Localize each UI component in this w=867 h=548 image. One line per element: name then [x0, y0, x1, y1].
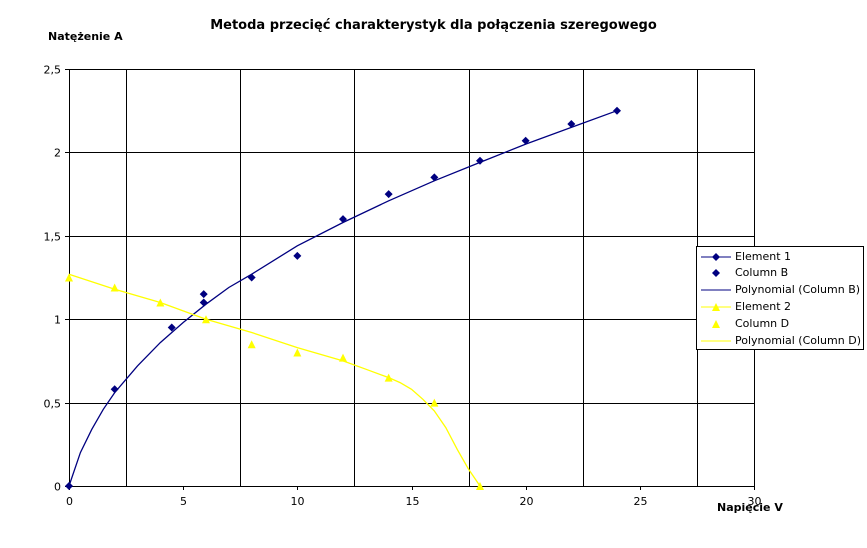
x-axis-label: Napięcie V [717, 501, 783, 514]
legend-item-poly-b: Polynomial (Column B) [697, 283, 863, 297]
chart-title: Metoda przecięć charakterystyk dla połąc… [210, 18, 657, 33]
data-point-triangle [110, 283, 119, 292]
data-point-diamond [384, 190, 393, 199]
legend-swatch [712, 320, 720, 328]
data-point-diamond [199, 290, 208, 299]
legend-item-poly-d: Polynomial (Column D) [697, 334, 863, 348]
data-point-diamond [339, 215, 347, 224]
legend-label: Element 1 [735, 250, 792, 263]
data-point-triangle [476, 482, 484, 490]
data-point-triangle [156, 298, 165, 307]
legend-label: Element 2 [735, 300, 792, 313]
legend-swatch [701, 289, 731, 291]
legend: Element 1 Column B Polynomial (Column B)… [696, 246, 864, 350]
data-point-diamond [521, 136, 530, 145]
x-tick-label: 10 [291, 495, 305, 508]
data-point-triangle [65, 273, 73, 282]
y-axis-label: Natężenie A [48, 30, 123, 43]
y-tick-label: 0,5 [44, 398, 62, 411]
x-tick-label: 25 [634, 495, 648, 508]
data-point-diamond [247, 273, 256, 282]
data-point-diamond [476, 156, 484, 165]
data-point-diamond [167, 323, 176, 332]
data-point-triangle [202, 315, 210, 324]
data-point-diamond [110, 385, 119, 394]
legend-item-column-d: Column D [697, 317, 863, 331]
legend-item-element-1: Element 1 [697, 250, 863, 264]
y-tick-label: 2 [54, 147, 61, 160]
legend-label: Column D [735, 317, 790, 330]
legend-label: Polynomial (Column B) [735, 283, 861, 296]
data-point-diamond [293, 251, 302, 260]
legend-item-element-2: Element 2 [697, 300, 863, 314]
y-tick-label: 2,5 [44, 64, 62, 77]
x-tick-label: 20 [520, 495, 534, 508]
legend-label: Column B [735, 266, 789, 279]
data-point-diamond [567, 120, 576, 129]
axes [65, 69, 755, 490]
data-point-triangle [430, 398, 439, 407]
grid-lines [69, 69, 754, 487]
x-tick-label: 30 [748, 495, 762, 508]
legend-label: Polynomial (Column D) [735, 334, 861, 347]
legend-swatch [712, 269, 720, 277]
series-layer [65, 106, 621, 490]
data-point-triangle [384, 373, 393, 382]
y-tick-label: 1,5 [44, 231, 62, 244]
legend-swatch [701, 340, 731, 342]
data-point-diamond [613, 106, 621, 115]
data-point-diamond [65, 482, 73, 490]
legend-item-column-b: Column B [697, 266, 863, 280]
x-tick-label: 5 [180, 495, 187, 508]
legend-swatch [701, 253, 731, 261]
x-tick-label: 15 [406, 495, 420, 508]
data-point-triangle [339, 353, 347, 362]
y-tick-label: 0 [54, 481, 61, 494]
data-point-diamond [199, 298, 208, 307]
data-point-triangle [293, 348, 302, 357]
trendline-series-5 [68, 273, 481, 487]
trendline-series-2 [68, 110, 618, 487]
y-tick-label: 1 [54, 314, 61, 327]
data-point-diamond [430, 173, 439, 182]
legend-swatch [701, 303, 731, 311]
tick-labels: 0 0,5 1 1,5 2 2,5 0 5 10 15 20 25 30 [44, 64, 762, 509]
data-point-triangle [247, 340, 256, 349]
x-tick-label: 0 [66, 495, 73, 508]
